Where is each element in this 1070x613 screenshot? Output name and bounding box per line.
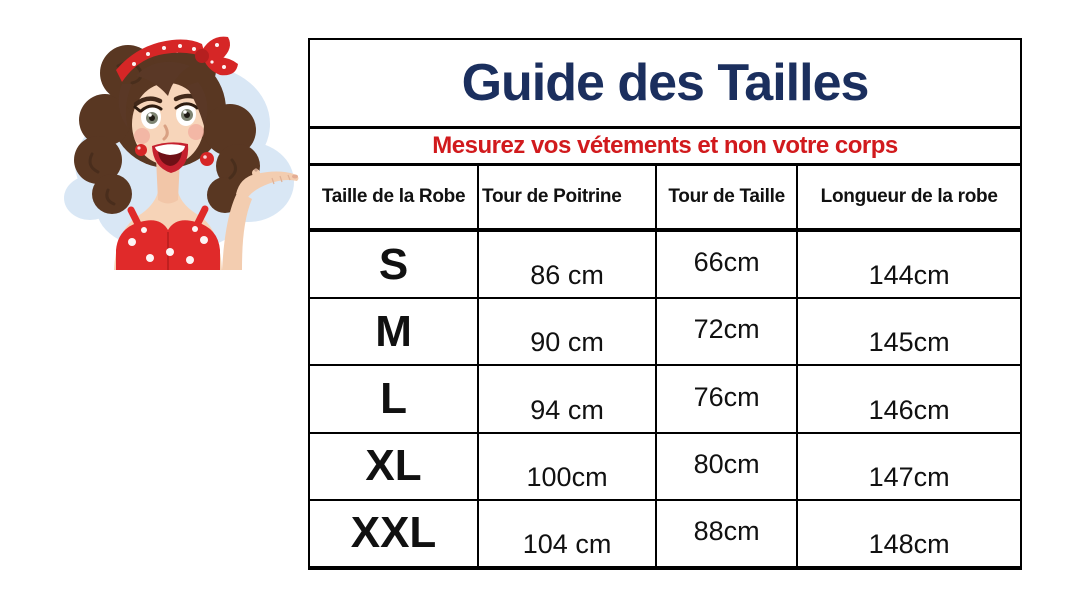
waist-value: 80cm	[655, 433, 796, 499]
table-subtitle: Mesurez vos vétements et non votre corps	[310, 129, 1020, 166]
pinup-girl-illustration	[52, 14, 306, 282]
table-row-s: S 86 cm 66cm 144cm	[310, 232, 1020, 300]
size-value: S	[378, 239, 409, 289]
column-header-bust: Tour de Poitrine	[477, 166, 655, 228]
column-header-length: Longueur de la robe	[796, 166, 1020, 228]
size-value: XL	[365, 441, 422, 491]
table-header-row: Taille de la Robe Tour de Poitrine Tour …	[310, 166, 1020, 232]
length-value: 146cm	[796, 366, 1020, 432]
table-row-xxl: XXL 104 cm 88cm 148cm	[310, 500, 1020, 567]
size-guide-table: Guide des Tailles Mesurez vos vétements …	[308, 38, 1022, 570]
bust-value: 86 cm	[477, 232, 655, 298]
length-value: 147cm	[796, 433, 1020, 499]
table-row-m: M 90 cm 72cm 145cm	[310, 299, 1020, 367]
bust-value: 100cm	[477, 433, 655, 499]
length-value: 144cm	[796, 232, 1020, 298]
waist-value: 76cm	[655, 366, 796, 432]
pinup-girl-icon	[64, 36, 299, 270]
bust-value: 90 cm	[477, 299, 655, 365]
table-row-xl: XL 100cm 80cm 147cm	[310, 433, 1020, 501]
waist-value: 72cm	[655, 299, 796, 365]
page-title: Guide des Tailles	[310, 40, 1020, 129]
column-header-size: Taille de la Robe	[321, 186, 466, 207]
bust-value: 104 cm	[477, 500, 655, 567]
size-value: XXL	[350, 508, 437, 558]
size-value: M	[375, 306, 412, 356]
column-header-waist: Tour de Taille	[655, 166, 796, 228]
length-value: 148cm	[796, 500, 1020, 567]
bust-value: 94 cm	[477, 366, 655, 432]
length-value: 145cm	[796, 299, 1020, 365]
waist-value: 88cm	[655, 500, 796, 567]
table-row-l: L 94 cm 76cm 146cm	[310, 366, 1020, 434]
size-value: L	[380, 374, 407, 423]
waist-value: 66cm	[655, 232, 796, 298]
